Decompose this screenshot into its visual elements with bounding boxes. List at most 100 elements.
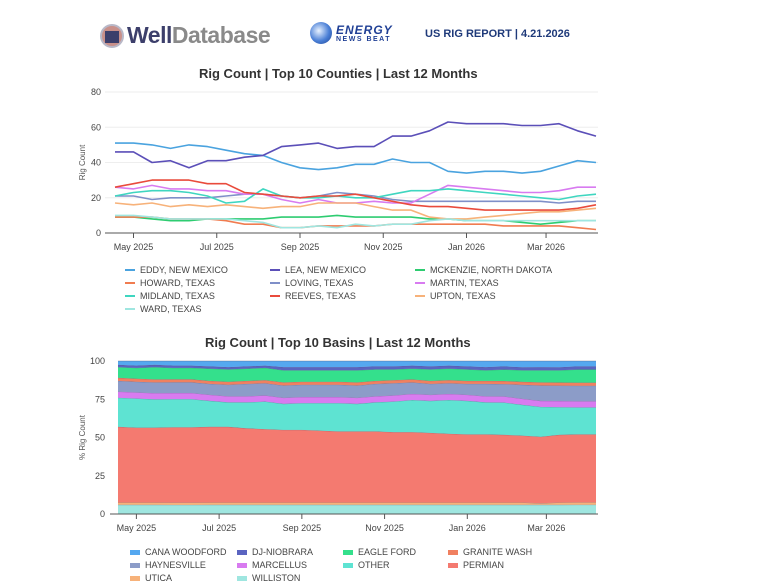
- x-tick-label: May 2025: [117, 523, 157, 533]
- legend-swatch: [270, 282, 280, 284]
- legend-swatch: [237, 562, 247, 568]
- x-tick-label: Jul 2025: [200, 242, 234, 252]
- brand-database: Database: [171, 22, 271, 48]
- x-tick-label: Jan 2026: [448, 242, 485, 252]
- legend-swatch: [130, 549, 140, 555]
- x-tick-label: Mar 2026: [527, 242, 565, 252]
- county-line-chart: 0 20 40 60 80 May 2025 Jul 2025 Sep 2025 Nov 202…: [78, 87, 598, 252]
- legend-label: MIDLAND, TEXAS: [140, 291, 215, 301]
- legend-item-cana-woodford[interactable]: CANA WOODFORD: [130, 547, 227, 557]
- y-axis-label: Rig Count: [78, 144, 87, 180]
- legend-label: LEA, NEW MEXICO: [285, 265, 367, 275]
- legend-swatch: [125, 295, 135, 297]
- x-tick-label: Nov 2025: [365, 523, 404, 533]
- y-axis-label: % Rig Count: [78, 414, 87, 460]
- legend-swatch: [237, 549, 247, 555]
- legend-label: PERMIAN: [463, 560, 505, 570]
- legend-swatch: [448, 549, 458, 555]
- y-tick-label: 0: [100, 509, 105, 519]
- y-tick-label: 75: [95, 394, 105, 404]
- legend-item-howard-texas[interactable]: HOWARD, TEXAS: [125, 278, 215, 288]
- legend-item-utica[interactable]: UTICA: [130, 573, 172, 583]
- area-band-granite-wash: [118, 377, 596, 386]
- legend-item-marcellus[interactable]: MARCELLUS: [237, 560, 307, 570]
- legend-item-dj-niobrara[interactable]: DJ-NIOBRARA: [237, 547, 313, 557]
- legend-label: REEVES, TEXAS: [285, 291, 356, 301]
- y-tick-label: 50: [95, 433, 105, 443]
- legend-label: MARCELLUS: [252, 560, 308, 570]
- legend-swatch: [415, 295, 425, 297]
- y-tick-label: 60: [91, 122, 101, 132]
- legend-item-ward-texas[interactable]: WARD, TEXAS: [125, 304, 202, 314]
- x-tick-label: Sep 2025: [281, 242, 320, 252]
- legend-item-haynesville[interactable]: HAYNESVILLE: [130, 560, 206, 570]
- legend-swatch: [125, 269, 135, 271]
- y-tick-label: 80: [91, 87, 101, 97]
- legend-swatch: [270, 269, 280, 271]
- series-line-mckenzie-north-dakota: [115, 214, 596, 225]
- x-tick-label: Sep 2025: [283, 523, 322, 533]
- chart1-title: Rig Count | Top 10 Counties | Last 12 Mo…: [199, 66, 478, 81]
- legend-label: CANA WOODFORD: [145, 547, 227, 557]
- x-tick-label: Jan 2026: [449, 523, 486, 533]
- legend-label: UPTON, TEXAS: [430, 291, 496, 301]
- basin-legend: CANA WOODFORD DJ-NIOBRARA EAGLE FORD GRANIT…: [130, 547, 590, 583]
- area-band-haynesville: [118, 380, 596, 402]
- legend-label: LOVING, TEXAS: [285, 278, 354, 288]
- legend-item-eagle-ford[interactable]: EAGLE FORD: [343, 547, 416, 557]
- y-tick-label: 25: [95, 471, 105, 481]
- y-tick-label: 20: [91, 193, 101, 203]
- x-tick-label: Nov 2025: [364, 242, 403, 252]
- legend-swatch: [130, 562, 140, 568]
- enb-line1: ENERGY: [336, 22, 393, 37]
- legend-item-granite-wash[interactable]: GRANITE WASH: [448, 547, 532, 557]
- legend-item-reeves-texas[interactable]: REEVES, TEXAS: [270, 291, 356, 301]
- legend-label: GRANITE WASH: [463, 547, 533, 557]
- legend-label: WARD, TEXAS: [140, 304, 202, 314]
- report-header: WellDatabase ENERGY NEWS BEAT US RIG REP…: [0, 18, 771, 58]
- basin-area-chart: 0 25 50 75 100 % Rig Count May 2025 Jul 2025 Sep…: [78, 356, 598, 533]
- series-line-reeves-texas: [114, 179, 597, 211]
- series-line-midland-texas: [114, 188, 597, 204]
- series-line-upton-texas: [114, 202, 597, 220]
- series-line-ward-texas: [115, 214, 596, 229]
- legend-item-williston[interactable]: WILLISTON: [237, 573, 300, 583]
- legend-item-lea-new-mexico[interactable]: LEA, NEW MEXICO: [270, 265, 366, 275]
- y-tick-label: 100: [90, 356, 105, 366]
- legend-swatch: [125, 308, 135, 310]
- area-band-williston: [118, 504, 596, 514]
- area-band-cana-woodford: [118, 361, 596, 368]
- area-band-dj-niobrara: [118, 364, 596, 371]
- legend-item-permian[interactable]: PERMIAN: [448, 560, 504, 570]
- y-tick-label: 0: [96, 228, 101, 238]
- globe-icon: [310, 22, 332, 44]
- series-line-eddy-new-mexico: [115, 142, 597, 174]
- legend-swatch: [270, 295, 280, 297]
- area-band-permian: [118, 426, 596, 504]
- legend-swatch: [415, 269, 425, 271]
- legend-item-upton-texas[interactable]: UPTON, TEXAS: [415, 291, 496, 301]
- energy-news-beat-logo: ENERGY NEWS BEAT: [310, 22, 393, 44]
- legend-item-martin-texas[interactable]: MARTIN, TEXAS: [415, 278, 499, 288]
- legend-swatch: [343, 549, 353, 555]
- area-band-eagle-ford: [118, 367, 596, 383]
- legend-label: EAGLE FORD: [358, 547, 417, 557]
- area-band-marcellus: [118, 391, 596, 408]
- legend-item-midland-texas[interactable]: MIDLAND, TEXAS: [125, 291, 215, 301]
- legend-label: OTHER: [358, 560, 390, 570]
- legend-item-other[interactable]: OTHER: [343, 560, 390, 570]
- legend-label: DJ-NIOBRARA: [252, 547, 314, 557]
- area-band-other: [118, 397, 596, 437]
- welldatabase-logo: WellDatabase: [100, 22, 271, 49]
- welldatabase-emblem-icon: [100, 23, 124, 48]
- report-title: US RIG REPORT | 4.21.2026: [425, 28, 570, 40]
- legend-item-eddy-new-mexico[interactable]: EDDY, NEW MEXICO: [125, 265, 228, 275]
- legend-swatch: [343, 562, 353, 568]
- county-legend: EDDY, NEW MEXICO LEA, NEW MEXICO MCKENZIE,…: [125, 265, 585, 315]
- legend-item-loving-texas[interactable]: LOVING, TEXAS: [270, 278, 353, 288]
- chart2-title: Rig Count | Top 10 Basins | Last 12 Mont…: [205, 335, 471, 350]
- area-band-utica: [118, 502, 596, 505]
- legend-label: HOWARD, TEXAS: [140, 278, 216, 288]
- legend-label: HAYNESVILLE: [145, 560, 206, 570]
- legend-item-mckenzie-north-dakota[interactable]: MCKENZIE, NORTH DAKOTA: [415, 265, 552, 275]
